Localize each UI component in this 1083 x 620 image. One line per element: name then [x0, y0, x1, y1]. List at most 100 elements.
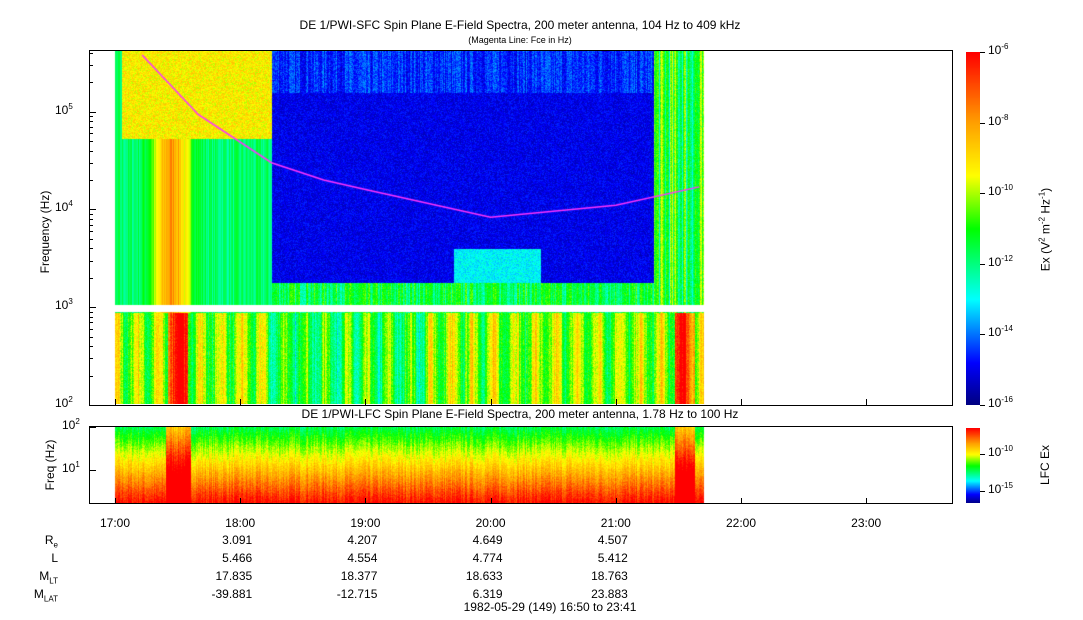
y-minor-tick	[89, 336, 93, 338]
colorbar-tick-label: 10-10	[988, 443, 1013, 459]
y-tick	[89, 307, 96, 309]
y-minor-tick	[89, 133, 93, 135]
colorbar-tick	[980, 122, 985, 124]
x-tick	[490, 498, 492, 504]
x-tick-label: 20:00	[475, 516, 506, 530]
colorbar-tick-label: 10-15	[988, 481, 1013, 496]
x-tick	[115, 498, 116, 504]
x-tick	[365, 498, 367, 504]
ephemeris-value: 18.763	[591, 569, 628, 583]
x-tick-label: 18:00	[225, 516, 256, 530]
x-tick	[615, 498, 617, 504]
lfc-colorbar-label: LFC Ex	[1038, 445, 1052, 486]
ephemeris-label: MLT	[39, 569, 58, 586]
lfc-colorbar	[966, 428, 980, 503]
ephemeris-label: MLAT	[33, 587, 58, 604]
y-minor-tick	[89, 375, 93, 377]
ephemeris-value: 3.091	[222, 533, 253, 547]
y-tick-label: 103	[55, 297, 73, 313]
y-minor-tick	[89, 121, 93, 123]
y-minor-tick	[89, 231, 93, 233]
y-tick	[89, 111, 96, 113]
y-tick	[89, 470, 96, 472]
x-tick	[115, 399, 116, 405]
colorbar-tick	[980, 453, 985, 455]
y-minor-tick	[89, 346, 93, 348]
ephemeris-value: 5.412	[597, 551, 628, 565]
sfc-colorbar-label: Ex (V2 m-2 Hz-1)	[1037, 187, 1053, 272]
y-tick-label: 102	[62, 416, 80, 432]
y-minor-tick	[89, 126, 93, 128]
colorbar-tick	[980, 491, 985, 492]
y-minor-tick	[89, 316, 93, 318]
ephemeris-label: L	[51, 551, 58, 565]
ephemeris-value: 4.507	[597, 533, 628, 547]
x-tick-label: 19:00	[350, 516, 381, 530]
y-minor-tick	[89, 179, 93, 181]
colorbar-tick	[980, 52, 985, 53]
ephemeris-value: 18.633	[465, 569, 503, 583]
y-tick-label: 105	[55, 101, 73, 117]
colorbar-tick	[980, 263, 985, 265]
x-tick-label: 22:00	[725, 516, 757, 530]
colorbar-tick	[980, 193, 985, 195]
y-tick	[89, 405, 96, 406]
x-tick-label: 23:00	[851, 516, 882, 530]
y-minor-tick	[89, 82, 93, 84]
ephemeris-value: 4.649	[472, 533, 503, 547]
ephemeris-value: 6.319	[472, 587, 503, 601]
y-minor-tick	[89, 116, 93, 118]
y-minor-tick	[89, 162, 93, 164]
colorbar-tick	[980, 405, 985, 406]
y-tick-label: 102	[55, 395, 73, 410]
lfc-ylabel: Freq (Hz)	[43, 439, 57, 491]
y-minor-tick	[89, 64, 93, 66]
lfc-spectrogram	[90, 427, 952, 503]
y-tick-label: 101	[62, 460, 80, 476]
x-tick	[240, 498, 242, 504]
colorbar-tick-label: 10-16	[988, 395, 1013, 410]
y-minor-tick	[89, 218, 93, 220]
x-tick-label: 21:00	[600, 516, 631, 530]
colorbar-tick-label: 10-12	[988, 253, 1013, 269]
ephemeris-value: 4.207	[347, 533, 378, 547]
ephemeris-value: 23.883	[591, 587, 628, 601]
ephemeris-label: Re	[44, 533, 58, 550]
colorbar-tick-label: 10-8	[988, 112, 1009, 128]
colorbar-tick-label: 10-14	[988, 324, 1013, 340]
y-minor-tick	[89, 322, 93, 324]
x-tick-label: 17:00	[99, 516, 131, 530]
x-tick	[240, 399, 242, 405]
x-tick	[490, 399, 492, 405]
ephemeris-value: -39.881	[211, 587, 253, 601]
ephemeris-value: -12.715	[336, 587, 378, 601]
lfc-title: DE 1/PWI-LFC Spin Plane E-Field Spectra,…	[301, 407, 739, 421]
lfc-plot-frame	[89, 426, 953, 504]
date-range-footer: 1982-05-29 (149) 16:50 to 23:41	[463, 600, 637, 614]
ephemeris-value: 4.554	[347, 551, 378, 565]
y-minor-tick	[89, 52, 93, 54]
sfc-plot-frame	[89, 50, 953, 406]
y-minor-tick	[89, 277, 93, 279]
ephemeris-value: 18.377	[340, 569, 378, 583]
main-title: DE 1/PWI-SFC Spin Plane E-Field Spectra,…	[299, 18, 741, 32]
main-subtitle: (Magenta Line: Fce in Hz)	[468, 35, 572, 45]
y-minor-tick	[89, 328, 93, 330]
y-minor-tick	[89, 224, 93, 226]
x-tick	[741, 498, 742, 504]
colorbar-tick-label: 10-10	[988, 183, 1013, 199]
y-minor-tick	[89, 238, 93, 240]
x-tick	[615, 399, 617, 405]
y-minor-tick	[89, 260, 93, 262]
ephemeris-value: 5.466	[222, 551, 253, 565]
ephemeris-value: 17.835	[215, 569, 253, 583]
y-minor-tick	[89, 311, 93, 313]
sfc-spectrogram	[90, 51, 952, 404]
x-tick	[866, 399, 868, 405]
x-tick	[866, 498, 868, 504]
y-tick	[89, 209, 96, 211]
y-minor-tick	[89, 141, 93, 143]
y-minor-tick	[89, 248, 93, 250]
y-minor-tick	[89, 213, 93, 215]
